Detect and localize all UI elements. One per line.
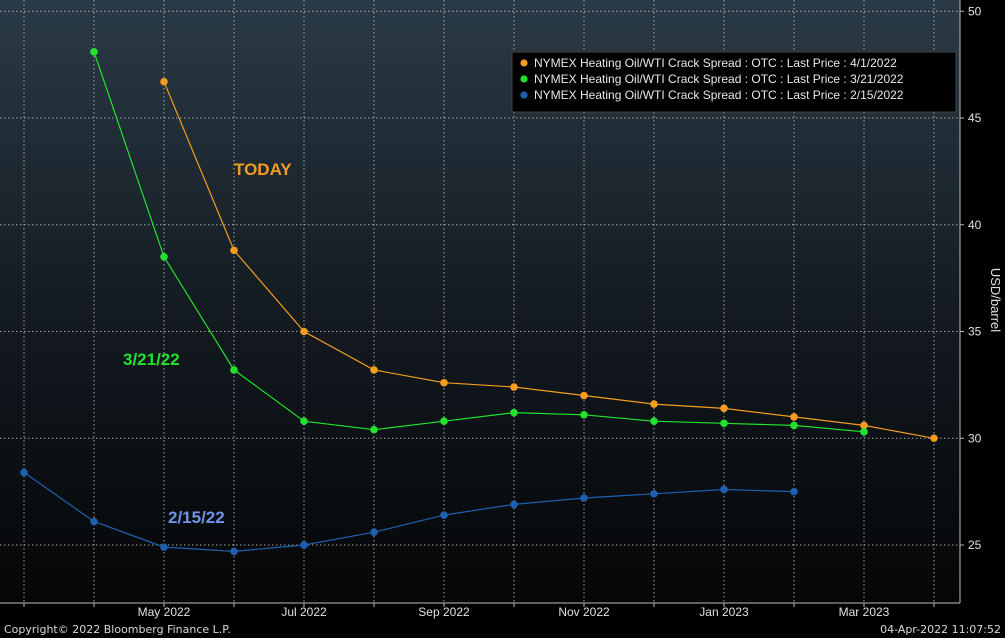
x-tick-label: Nov 2022 (558, 605, 610, 619)
series-annotation: TODAY (234, 160, 292, 179)
data-point (790, 487, 798, 496)
data-point (370, 366, 378, 374)
data-point (580, 410, 588, 419)
series-line (23, 471, 795, 553)
data-point (650, 400, 658, 408)
data-point (930, 434, 938, 443)
data-point (650, 489, 658, 498)
data-point (790, 413, 798, 421)
data-point (510, 408, 518, 417)
y-tick-label: 45 (968, 111, 982, 125)
y-axis-label: USD/barrel (988, 268, 1003, 332)
data-point (230, 547, 238, 556)
y-tick-label: 40 (968, 218, 982, 232)
data-point (720, 485, 728, 494)
y-tick-label: 30 (968, 431, 982, 445)
axis-background (960, 0, 1005, 603)
data-point (510, 383, 518, 391)
data-point (20, 468, 28, 477)
data-point (370, 425, 378, 434)
legend-marker (520, 91, 528, 99)
series-annotation: 2/15/22 (168, 508, 225, 527)
series-line (93, 51, 865, 433)
data-point (160, 543, 168, 551)
legend-entry: NYMEX Heating Oil/WTI Crack Spread : OTC… (534, 88, 904, 102)
timestamp-text: 04-Apr-2022 11:07:52 (880, 623, 1001, 636)
data-point (860, 421, 868, 430)
data-point (580, 391, 588, 400)
data-point (230, 246, 238, 255)
legend-box (511, 51, 957, 113)
series-annotation: 3/21/22 (123, 350, 180, 369)
data-point (720, 404, 728, 413)
data-point (860, 428, 868, 436)
data-point (510, 500, 518, 509)
x-tick-label: Mar 2023 (839, 605, 890, 619)
data-point (300, 417, 308, 425)
legend-marker (520, 59, 528, 67)
y-tick-label: 35 (968, 325, 982, 339)
x-tick-label: Jul 2022 (281, 605, 327, 619)
data-point (90, 517, 98, 526)
data-point (90, 48, 98, 56)
legend-marker (520, 75, 528, 83)
data-point (300, 541, 308, 549)
legend-entry: NYMEX Heating Oil/WTI Crack Spread : OTC… (534, 56, 897, 70)
legend-entry: NYMEX Heating Oil/WTI Crack Spread : OTC… (534, 72, 904, 86)
data-point (160, 252, 168, 261)
x-tick-label: Sep 2022 (418, 605, 470, 619)
data-point (650, 417, 658, 425)
data-point (440, 511, 448, 519)
data-point (580, 494, 588, 502)
series-line (163, 81, 935, 439)
data-point (230, 366, 238, 374)
data-point (370, 528, 378, 536)
data-point (720, 419, 728, 428)
x-tick-label: Jan 2023 (699, 605, 749, 619)
x-tick-label: May 2022 (138, 605, 191, 619)
y-tick-label: 25 (968, 538, 982, 552)
data-point (300, 327, 308, 336)
data-point (440, 378, 448, 387)
copyright-text: Copyright© 2022 Bloomberg Finance L.P. (4, 623, 231, 636)
y-tick-label: 50 (968, 4, 982, 18)
data-point (790, 421, 798, 430)
data-point (440, 417, 448, 425)
data-point (160, 77, 168, 86)
